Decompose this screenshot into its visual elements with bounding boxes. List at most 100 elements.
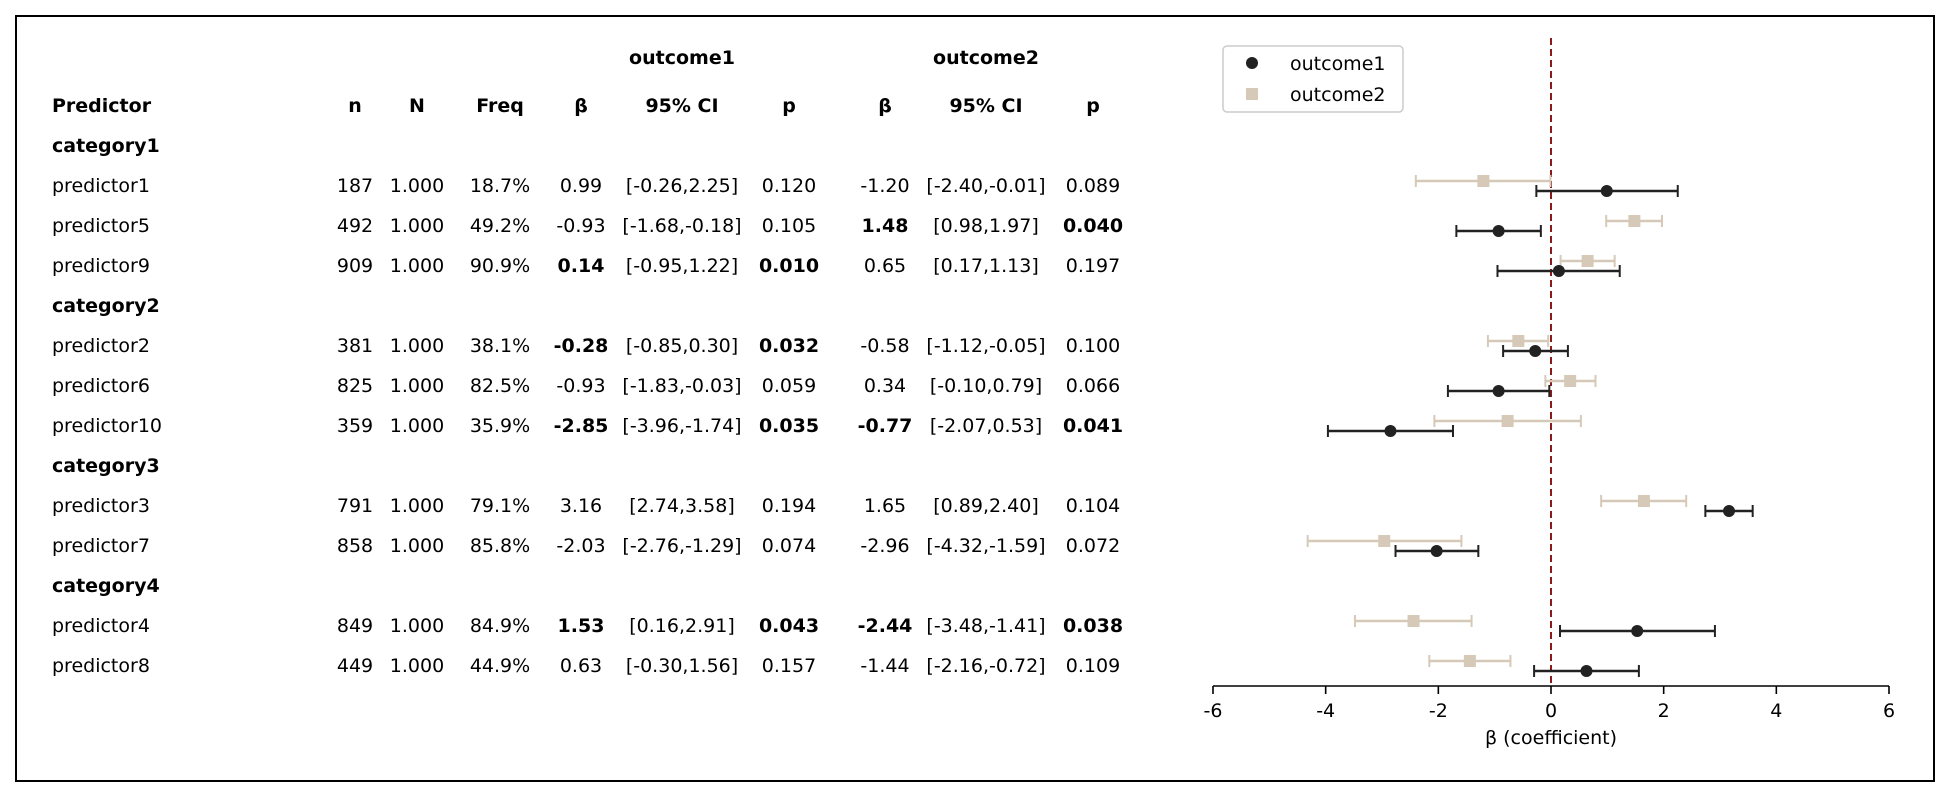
cell-outcome1-ci: [-0.30,1.56] [625,655,739,677]
cell-outcome1-beta: 1.53 [557,615,605,637]
cell-N: 1.000 [389,535,445,557]
predictor-label: predictor6 [52,375,150,397]
cell-freq: 84.9% [469,615,531,637]
cell-N: 1.000 [389,175,445,197]
cell-outcome2-p: 0.040 [1062,215,1124,237]
cell-n: 187 [336,175,374,197]
column-header: β [574,95,588,117]
cell-outcome1-ci: [2.74,3.58] [629,495,735,517]
cell-outcome2-ci: [0.89,2.40] [933,495,1039,517]
point-outcome2 [1564,375,1577,387]
column-header: β [878,95,892,117]
column-header: p [782,95,796,117]
cell-outcome2-p: 0.072 [1065,535,1121,557]
x-tick-label: -4 [1316,700,1335,722]
cell-outcome1-p: 0.120 [761,175,817,197]
cell-outcome2-beta: -1.44 [860,655,910,677]
cell-outcome2-p: 0.100 [1065,335,1121,357]
cell-outcome2-beta: 0.34 [863,375,907,397]
cell-n: 359 [336,415,374,437]
cell-outcome1-ci: [-3.96,-1.74] [622,415,742,437]
column-header: 95% CI [645,95,719,117]
cell-outcome2-p: 0.038 [1062,615,1124,637]
point-outcome2 [1477,175,1490,187]
predictor-label: predictor10 [52,415,162,437]
column-header: p [1086,95,1100,117]
predictor-label: predictor7 [52,535,150,557]
point-outcome1 [1430,545,1443,557]
cell-N: 1.000 [389,215,445,237]
cell-freq: 82.5% [469,375,531,397]
legend-marker-outcome1 [1246,57,1258,69]
point-outcome1 [1723,505,1736,517]
cell-n: 381 [336,335,374,357]
cell-freq: 90.9% [469,255,531,277]
cell-outcome1-beta: -2.85 [553,415,609,437]
point-outcome1 [1631,625,1644,637]
point-outcome1 [1384,425,1397,437]
column-header: n [348,95,362,117]
cell-outcome1-beta: 3.16 [559,495,603,517]
cell-outcome1-p: 0.043 [758,615,820,637]
cell-outcome1-p: 0.035 [758,415,820,437]
cell-outcome1-ci: [-2.76,-1.29] [622,535,742,557]
cell-outcome1-beta: 0.63 [559,655,603,677]
x-tick-label: 6 [1883,700,1895,722]
cell-N: 1.000 [389,415,445,437]
cell-outcome1-beta: -0.93 [556,375,606,397]
cell-outcome1-ci: [-1.68,-0.18] [622,215,742,237]
cell-outcome2-p: 0.197 [1065,255,1121,277]
x-tick-label: -2 [1429,700,1448,722]
cell-n: 449 [336,655,374,677]
cell-N: 1.000 [389,335,445,357]
predictor-label: predictor8 [52,655,150,677]
cell-outcome2-ci: [-2.16,-0.72] [926,655,1046,677]
category-label: category3 [52,455,160,477]
point-outcome2 [1512,335,1525,347]
column-header: Freq [476,95,524,117]
cell-outcome2-ci: [0.17,1.13] [933,255,1039,277]
cell-outcome2-p: 0.041 [1062,415,1124,437]
cell-outcome2-p: 0.104 [1065,495,1121,517]
cell-outcome2-p: 0.109 [1065,655,1121,677]
group-header-outcome2: outcome2 [933,47,1039,69]
cell-outcome2-ci: [-2.07,0.53] [929,415,1043,437]
column-header: 95% CI [949,95,1023,117]
cell-outcome1-beta: -2.03 [556,535,606,557]
legend-marker-outcome2 [1246,88,1258,100]
cell-N: 1.000 [389,255,445,277]
cell-n: 858 [336,535,374,557]
cell-outcome2-ci: [-4.32,-1.59] [926,535,1046,557]
x-axis-label: β (coefficient) [1485,727,1617,749]
cell-outcome1-p: 0.032 [758,335,820,357]
cell-outcome2-beta: -0.77 [857,415,913,437]
cell-outcome1-p: 0.059 [761,375,817,397]
predictor-label: predictor9 [52,255,150,277]
cell-outcome2-beta: -0.58 [860,335,910,357]
cell-outcome1-ci: [-0.26,2.25] [625,175,739,197]
cell-outcome2-ci: [-1.12,-0.05] [926,335,1046,357]
point-outcome2 [1628,215,1641,227]
cell-freq: 85.8% [469,535,531,557]
category-label: category1 [52,135,160,157]
cell-outcome1-beta: 0.14 [557,255,605,277]
cell-outcome2-beta: 0.65 [863,255,907,277]
column-header: N [409,95,425,117]
cell-n: 791 [336,495,374,517]
cell-freq: 49.2% [469,215,531,237]
category-label: category2 [52,295,160,317]
figure-frame [15,15,1935,782]
cell-outcome2-ci: [0.98,1.97] [933,215,1039,237]
cell-N: 1.000 [389,495,445,517]
cell-outcome1-ci: [-0.95,1.22] [625,255,739,277]
cell-outcome2-ci: [-2.40,-0.01] [926,175,1046,197]
cell-outcome2-ci: [-3.48,-1.41] [926,615,1046,637]
cell-n: 492 [336,215,374,237]
x-tick-label: 0 [1545,700,1557,722]
cell-outcome1-ci: [-0.85,0.30] [625,335,739,357]
cell-outcome2-beta: -2.44 [857,615,913,637]
cell-outcome2-p: 0.066 [1065,375,1121,397]
x-tick-label: 4 [1770,700,1782,722]
